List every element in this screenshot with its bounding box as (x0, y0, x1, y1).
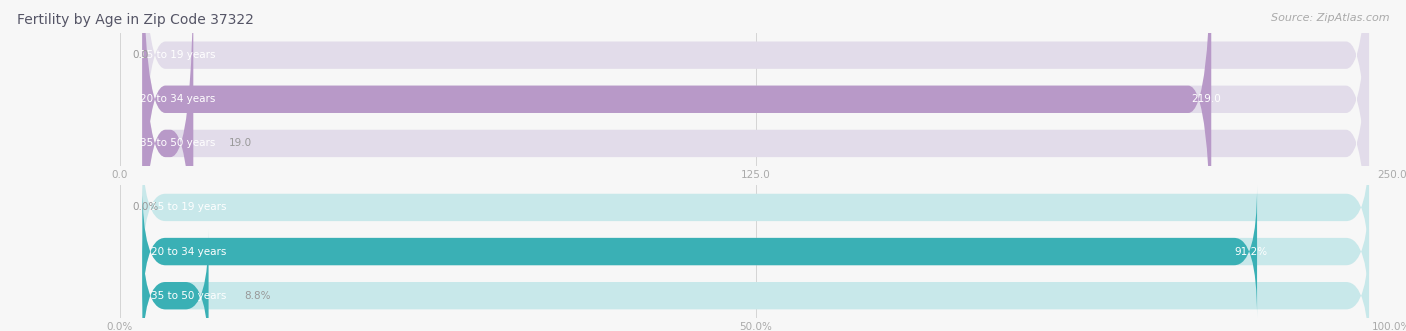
FancyBboxPatch shape (142, 186, 1369, 317)
Text: 91.2%: 91.2% (1234, 247, 1267, 257)
Text: 0.0: 0.0 (132, 50, 149, 60)
FancyBboxPatch shape (142, 230, 1369, 331)
FancyBboxPatch shape (142, 0, 1369, 240)
Text: 15 to 19 years: 15 to 19 years (139, 50, 215, 60)
Text: Fertility by Age in Zip Code 37322: Fertility by Age in Zip Code 37322 (17, 13, 253, 27)
FancyBboxPatch shape (142, 0, 193, 328)
FancyBboxPatch shape (142, 0, 1369, 284)
Text: 219.0: 219.0 (1192, 94, 1222, 104)
Text: 0.0%: 0.0% (132, 203, 159, 213)
Text: 35 to 50 years: 35 to 50 years (152, 291, 226, 301)
Text: 20 to 34 years: 20 to 34 years (152, 247, 226, 257)
FancyBboxPatch shape (142, 142, 1369, 273)
FancyBboxPatch shape (142, 230, 208, 331)
FancyBboxPatch shape (142, 186, 1257, 317)
Text: 15 to 19 years: 15 to 19 years (152, 203, 226, 213)
Text: 20 to 34 years: 20 to 34 years (139, 94, 215, 104)
Text: 19.0: 19.0 (229, 138, 252, 148)
FancyBboxPatch shape (142, 0, 1369, 328)
Text: Source: ZipAtlas.com: Source: ZipAtlas.com (1271, 13, 1389, 23)
Text: 8.8%: 8.8% (245, 291, 271, 301)
Text: 35 to 50 years: 35 to 50 years (139, 138, 215, 148)
FancyBboxPatch shape (142, 0, 1211, 284)
